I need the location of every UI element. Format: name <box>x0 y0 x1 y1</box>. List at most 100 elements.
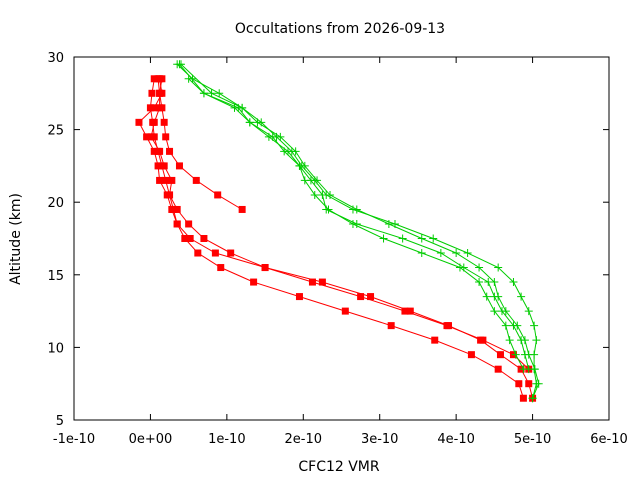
data-point <box>494 365 502 373</box>
x-tick-label: 4e-10 <box>437 432 475 447</box>
data-point <box>398 234 407 243</box>
data-point <box>238 205 246 213</box>
x-tick-label: 0e+00 <box>129 432 173 447</box>
data-point <box>186 235 194 242</box>
data-point <box>431 336 439 344</box>
data-point <box>150 147 158 155</box>
data-point <box>230 103 239 112</box>
data-point <box>475 263 484 272</box>
data-point <box>181 235 189 242</box>
data-point <box>166 147 174 155</box>
data-point <box>194 249 202 257</box>
data-point <box>217 264 225 272</box>
y-tick-label: 25 <box>47 124 64 139</box>
data-point <box>528 394 537 403</box>
data-point <box>367 293 375 301</box>
data-point <box>341 307 349 315</box>
data-point <box>511 350 520 359</box>
data-point <box>532 336 541 345</box>
data-point <box>284 147 292 156</box>
x-tick-label: 1e-10 <box>208 432 246 447</box>
data-point <box>156 147 164 155</box>
data-point <box>498 307 506 316</box>
data-point <box>215 89 224 98</box>
y-tick-label: 10 <box>47 341 64 356</box>
data-point <box>310 190 319 199</box>
data-point <box>417 234 426 243</box>
data-point <box>517 292 526 301</box>
data-point <box>227 249 235 257</box>
data-point <box>532 379 541 388</box>
data-point <box>318 278 326 286</box>
data-point <box>519 394 527 402</box>
series-green-8 <box>175 60 528 374</box>
data-point <box>490 292 499 301</box>
data-point <box>156 176 164 184</box>
data-point <box>475 278 484 287</box>
y-axis-label: Altitude (km) <box>8 193 24 285</box>
data-point <box>324 205 333 214</box>
data-point <box>199 89 208 98</box>
data-point <box>295 293 303 301</box>
data-point <box>160 118 168 126</box>
data-point <box>175 60 184 69</box>
data-point <box>300 176 309 185</box>
data-point <box>479 336 487 344</box>
x-tick-label: 3e-10 <box>361 432 399 447</box>
data-point <box>245 118 254 127</box>
data-point <box>147 133 155 141</box>
data-point <box>156 104 164 112</box>
data-point <box>250 278 258 286</box>
data-point <box>207 89 216 98</box>
data-point <box>150 104 158 112</box>
data-point <box>387 322 395 330</box>
data-point <box>348 205 357 214</box>
data-point <box>162 176 170 184</box>
data-point <box>455 263 464 272</box>
data-point <box>261 264 269 272</box>
data-point <box>505 336 514 345</box>
data-point <box>429 234 438 243</box>
data-point <box>391 219 399 228</box>
plot-frame <box>73 56 610 421</box>
data-point <box>401 307 409 315</box>
data-point <box>150 75 158 83</box>
data-point <box>264 132 273 141</box>
ticks-layer: -1e-10 0e+00 1e-10 2e-10 3e-10 4e-10 5e-10 6e-1… <box>47 51 627 447</box>
data-point <box>166 191 174 199</box>
series-layer <box>135 60 543 403</box>
y-tick-label: 30 <box>47 51 64 66</box>
data-point <box>443 322 451 330</box>
data-point <box>175 162 183 170</box>
y-tick-label: 20 <box>47 196 64 211</box>
y-tick-label: 15 <box>47 269 64 284</box>
data-point <box>211 249 219 257</box>
data-point <box>143 133 151 141</box>
data-point <box>154 162 162 170</box>
data-point <box>436 249 445 258</box>
data-point <box>452 249 461 258</box>
data-point <box>158 75 166 83</box>
data-point <box>318 190 327 199</box>
data-point <box>357 293 365 301</box>
data-point <box>406 307 414 315</box>
data-point <box>490 307 499 316</box>
data-point <box>524 307 533 316</box>
data-point <box>525 380 533 388</box>
data-point <box>482 292 491 301</box>
data-point <box>496 351 504 359</box>
data-point <box>173 205 181 213</box>
data-point <box>192 176 200 184</box>
x-tick-label: -1e-10 <box>53 432 95 447</box>
data-point <box>515 380 523 388</box>
data-point <box>308 278 316 286</box>
data-point <box>509 278 518 287</box>
x-axis-label: CFC12 VMR <box>298 459 380 475</box>
data-point <box>509 321 518 330</box>
data-point <box>517 336 526 345</box>
data-point <box>379 234 388 243</box>
data-point <box>519 365 528 374</box>
data-point <box>146 104 154 112</box>
